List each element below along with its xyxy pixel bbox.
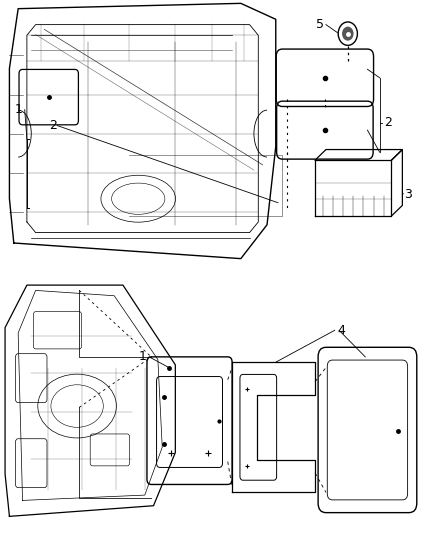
Text: 1: 1 (15, 103, 23, 116)
Text: 5: 5 (316, 18, 324, 31)
Text: 2: 2 (49, 119, 57, 132)
Text: 1: 1 (139, 350, 147, 364)
Circle shape (342, 27, 353, 41)
Text: 4: 4 (337, 324, 345, 337)
Text: 3: 3 (405, 188, 413, 201)
Text: 2: 2 (384, 117, 392, 130)
